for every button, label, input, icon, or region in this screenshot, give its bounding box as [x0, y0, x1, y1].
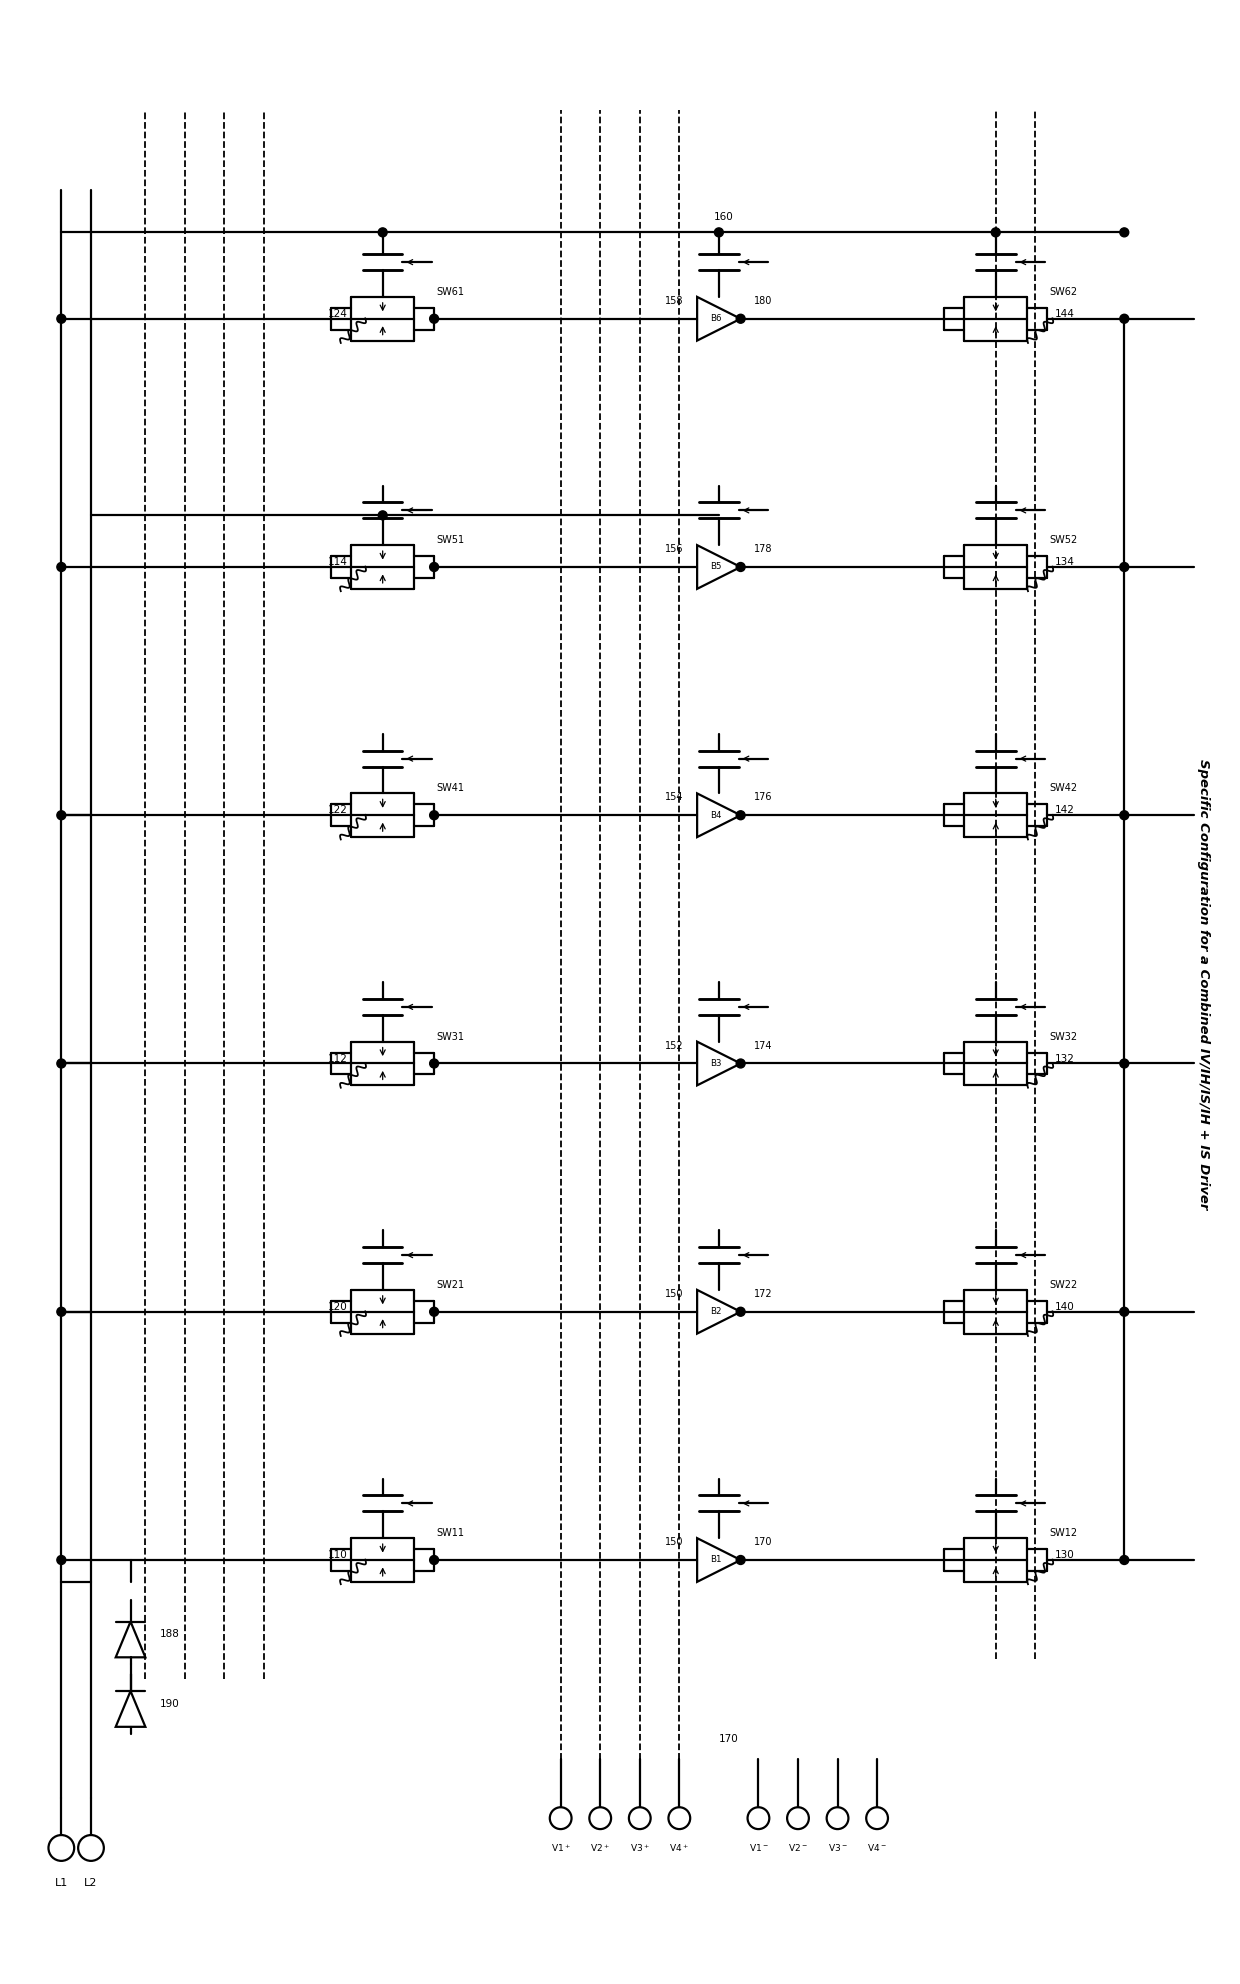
Text: 178: 178 [754, 544, 773, 554]
Text: V1$^+$: V1$^+$ [551, 1841, 570, 1853]
Text: 172: 172 [754, 1290, 773, 1300]
Text: 132: 132 [1055, 1054, 1075, 1063]
Text: V2$^-$: V2$^-$ [789, 1843, 808, 1853]
Text: 134: 134 [1055, 558, 1075, 567]
Circle shape [429, 1555, 439, 1565]
Text: SW11: SW11 [436, 1528, 464, 1538]
Text: 170: 170 [719, 1734, 739, 1744]
Text: 124: 124 [329, 310, 348, 319]
Circle shape [57, 563, 66, 571]
Text: 122: 122 [329, 806, 348, 815]
Circle shape [1120, 228, 1128, 236]
Text: 170: 170 [754, 1538, 773, 1548]
Circle shape [57, 811, 66, 819]
Text: SW22: SW22 [1049, 1280, 1078, 1290]
Text: 154: 154 [665, 792, 683, 802]
Circle shape [737, 1059, 745, 1067]
Circle shape [429, 811, 439, 819]
Text: 160: 160 [714, 212, 734, 222]
Text: SW42: SW42 [1049, 784, 1078, 794]
Text: SW41: SW41 [436, 784, 464, 794]
Text: B5: B5 [711, 563, 722, 571]
Text: SW31: SW31 [436, 1032, 464, 1042]
Circle shape [737, 563, 745, 571]
Text: V3$^+$: V3$^+$ [630, 1841, 650, 1853]
Circle shape [737, 811, 745, 819]
Text: V2$^+$: V2$^+$ [590, 1841, 610, 1853]
Circle shape [991, 228, 1001, 236]
Text: 150: 150 [665, 1538, 683, 1548]
Text: SW12: SW12 [1049, 1528, 1078, 1538]
Text: 110: 110 [329, 1550, 348, 1559]
Circle shape [57, 1555, 66, 1565]
Circle shape [1120, 1555, 1128, 1565]
Text: L2: L2 [84, 1877, 98, 1887]
Text: 176: 176 [754, 792, 773, 802]
Text: L1: L1 [55, 1877, 68, 1887]
Text: 174: 174 [754, 1042, 773, 1052]
Text: SW21: SW21 [436, 1280, 464, 1290]
Text: 180: 180 [754, 296, 773, 306]
Text: V4$^-$: V4$^-$ [867, 1843, 887, 1853]
Circle shape [737, 1555, 745, 1565]
Circle shape [429, 1307, 439, 1315]
Text: V1$^-$: V1$^-$ [749, 1843, 769, 1853]
Text: V3$^-$: V3$^-$ [827, 1843, 847, 1853]
Circle shape [1120, 313, 1128, 323]
Text: Specific Configuration for a Combined IV/IH/IS/IH + IS Driver: Specific Configuration for a Combined IV… [1197, 758, 1210, 1208]
Text: 142: 142 [1055, 806, 1075, 815]
Text: 144: 144 [1055, 310, 1075, 319]
Circle shape [57, 1059, 66, 1067]
Circle shape [429, 563, 439, 571]
Text: B6: B6 [711, 313, 722, 323]
Text: V4$^+$: V4$^+$ [670, 1841, 689, 1853]
Circle shape [57, 313, 66, 323]
Text: 130: 130 [1055, 1550, 1075, 1559]
Text: 158: 158 [665, 296, 683, 306]
Text: B2: B2 [711, 1307, 722, 1315]
Circle shape [1120, 811, 1128, 819]
Circle shape [737, 1307, 745, 1315]
Text: 152: 152 [665, 1042, 683, 1052]
Circle shape [378, 512, 387, 520]
Text: 120: 120 [329, 1302, 348, 1311]
Text: SW52: SW52 [1049, 536, 1078, 546]
Text: SW32: SW32 [1049, 1032, 1078, 1042]
Circle shape [429, 1059, 439, 1067]
Circle shape [1120, 563, 1128, 571]
Text: 156: 156 [665, 544, 683, 554]
Circle shape [1120, 1307, 1128, 1315]
Text: B1: B1 [711, 1555, 722, 1565]
Text: SW61: SW61 [436, 288, 464, 298]
Text: SW51: SW51 [436, 536, 464, 546]
Text: SW62: SW62 [1049, 288, 1078, 298]
Text: 190: 190 [160, 1698, 180, 1708]
Circle shape [1120, 1059, 1128, 1067]
Circle shape [57, 1307, 66, 1315]
Text: 112: 112 [329, 1054, 348, 1063]
Text: 150: 150 [665, 1290, 683, 1300]
Text: 188: 188 [160, 1629, 180, 1639]
Text: 114: 114 [329, 558, 348, 567]
Text: 140: 140 [1055, 1302, 1075, 1311]
Text: B3: B3 [711, 1059, 722, 1067]
Text: B4: B4 [711, 811, 722, 819]
Circle shape [714, 228, 723, 236]
Circle shape [378, 228, 387, 236]
Circle shape [429, 313, 439, 323]
Circle shape [737, 313, 745, 323]
